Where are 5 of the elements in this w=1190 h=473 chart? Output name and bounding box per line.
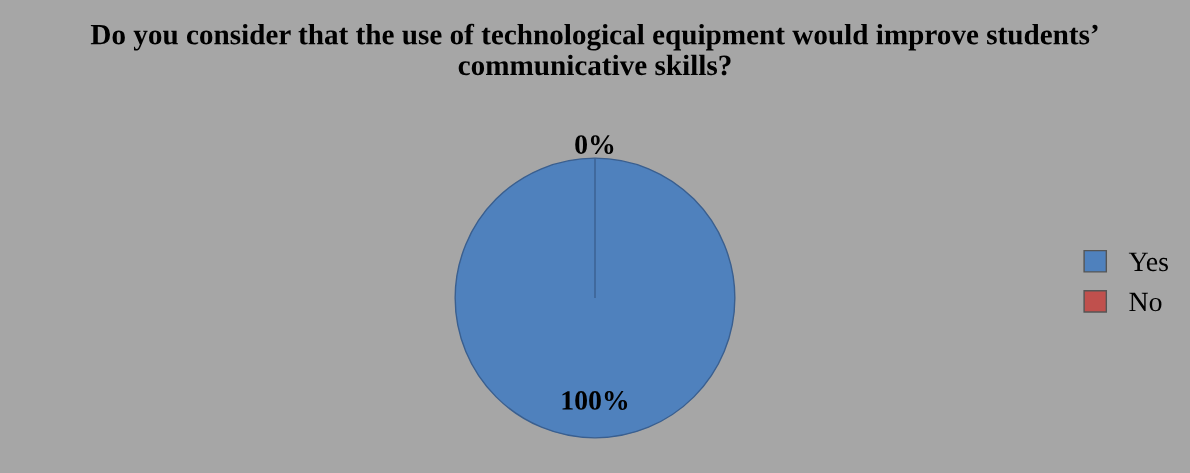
legend-label: No [1129, 292, 1162, 312]
legend-label: Yes [1128, 252, 1168, 272]
data-label: 100% [562, 391, 628, 410]
chart-title: Do you consider that the use of technological equipment would improve students’ communicative skills? [90, 23, 1098, 76]
text: 0% [575, 135, 614, 154]
